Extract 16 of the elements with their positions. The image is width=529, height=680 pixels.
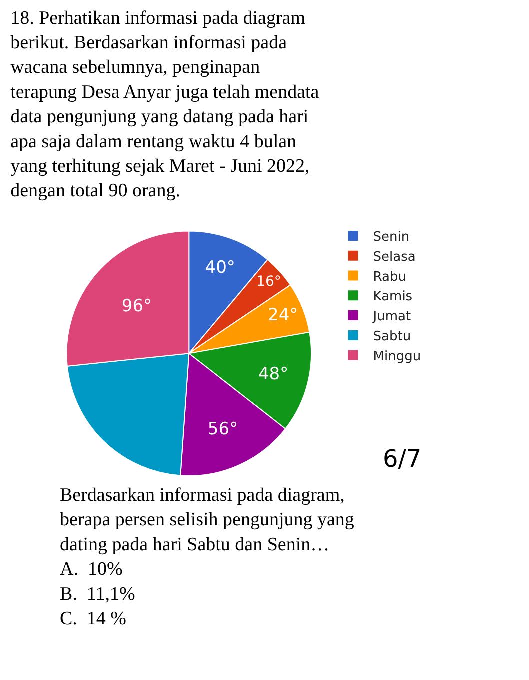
- legend-label: Minggu: [373, 349, 422, 364]
- data-label: 56°: [208, 420, 238, 440]
- legend-label: Jumat: [372, 310, 412, 325]
- data-label: 48°: [258, 364, 289, 385]
- chart-title: 18. Perhatikan informasi pada diagram berikut. Berdasarkan informasi pada wacana sebelumnya, penginapan terapung Desa Anyar juga telah mendata data pengunjung yang datang pada hari apa saja dalam rentang waktu 4 bulan yang terhitung sejak Maret - Juni 2022, dengan total 90 orang.: [10, 8, 320, 202]
- legend-label: Sabtu: [373, 330, 412, 345]
- data-label: 40°: [205, 258, 236, 278]
- text: 6/7: [383, 445, 422, 473]
- data-label: 16°: [256, 274, 282, 290]
- legend-label: Selasa: [373, 250, 416, 265]
- legend-label: Kamis: [373, 290, 413, 305]
- data-label: 96°: [122, 296, 152, 317]
- legend-label: Senin: [373, 230, 410, 246]
- data-label: 24°: [268, 306, 298, 326]
- legend-label: Rabu: [373, 270, 406, 285]
- text: Berdasarkan informasi pada diagram, berapa persen selisih pengunjung yang dating pada hari Sabtu dan Senin… A. 10% B. 11,1% C. 14 %: [60, 485, 355, 630]
